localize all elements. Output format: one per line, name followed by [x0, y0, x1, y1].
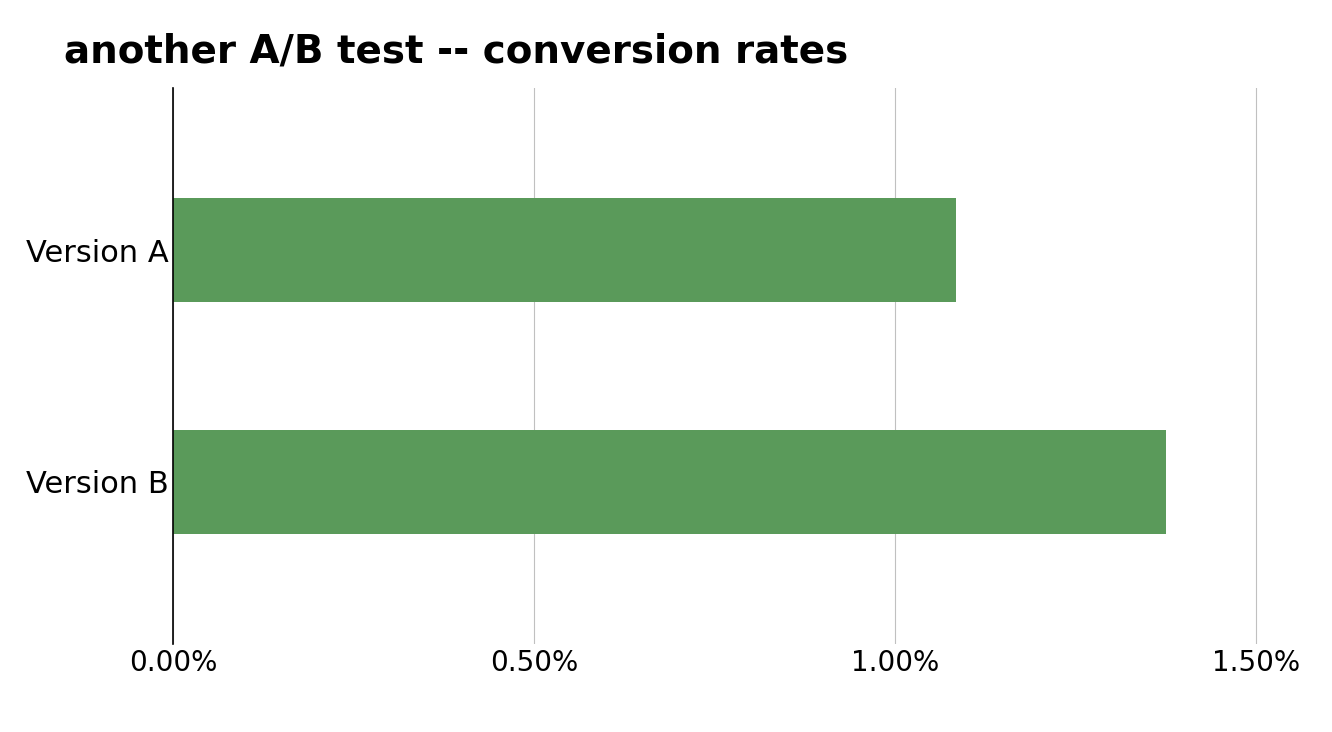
Bar	[173, 430, 1166, 534]
Bar	[173, 198, 956, 302]
Text: another A/B test -- conversion rates: another A/B test -- conversion rates	[64, 33, 847, 71]
